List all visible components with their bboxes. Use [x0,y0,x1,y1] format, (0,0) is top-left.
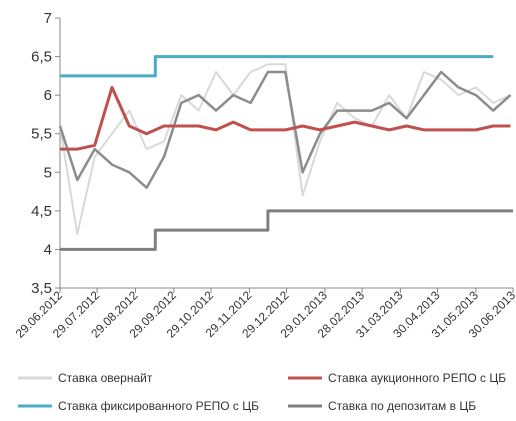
y-tick-label: 4 [44,241,52,258]
y-tick-label: 4,5 [31,203,52,220]
y-tick-label: 5 [44,164,52,181]
y-tick-label: 3,5 [31,280,52,297]
legend-label: Ставка аукционного РЕПО с ЦБ [328,371,506,385]
y-tick-label: 6 [44,87,52,104]
y-tick-label: 5,5 [31,126,52,143]
series-line [59,63,511,235]
legend-label: Ставка овернайт [58,371,153,385]
legend-label: Ставка фиксированного РЕПО с ЦБ [58,399,259,413]
series-line [58,70,512,189]
series-line [60,209,513,251]
series-line [60,85,511,151]
series-line [60,55,494,78]
y-tick-label: 7 [44,10,52,27]
legend-label: Ставка по депозитам в ЦБ [328,399,476,413]
y-tick-label: 6,5 [31,49,52,66]
